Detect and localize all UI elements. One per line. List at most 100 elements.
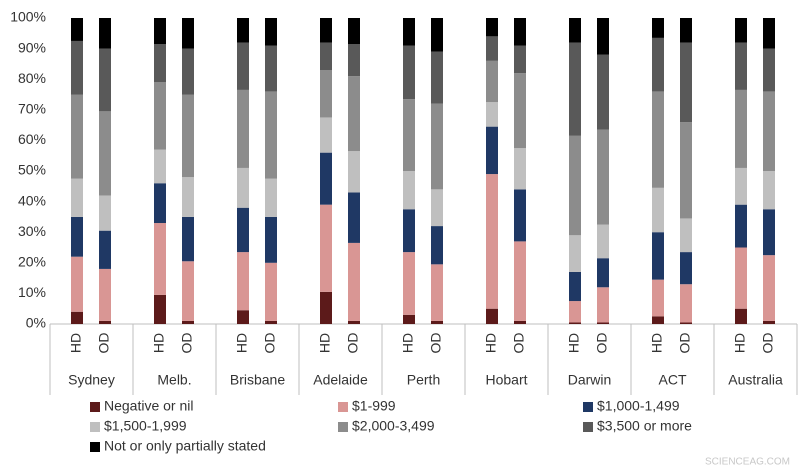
x-tick-label: OD: [760, 333, 776, 354]
bar-segment: [99, 111, 111, 196]
bar-segment: [182, 261, 194, 321]
watermark: SCIENCEAG.COM: [705, 457, 790, 468]
bar-segment: [237, 167, 249, 208]
bar-segment: [265, 262, 277, 321]
bar-segment: [182, 94, 194, 178]
bar-segment: [99, 320, 111, 324]
legend-label: $1-999: [352, 398, 396, 414]
bar-segment: [71, 216, 83, 257]
group-label: Hobart: [485, 372, 527, 388]
legend-swatch: [583, 422, 593, 432]
bar-segment: [320, 70, 332, 118]
bar-segment: [652, 18, 664, 38]
bar-segment: [680, 218, 692, 253]
bar-segment: [569, 271, 581, 302]
bar-segment: [514, 320, 526, 324]
x-tick-label: OD: [511, 333, 527, 354]
bar-segment: [403, 209, 415, 253]
bar-segment: [486, 308, 498, 324]
bar-segment: [652, 187, 664, 233]
bar-segment: [763, 91, 775, 171]
group-label: Melb.: [157, 372, 191, 388]
bar-segment: [154, 294, 166, 324]
bar-segment: [265, 18, 277, 46]
legend-label: Negative or nil: [104, 398, 194, 414]
x-tick-label: OD: [677, 333, 693, 354]
bar-segment: [320, 152, 332, 205]
y-tick-label: 40%: [18, 192, 46, 208]
bar-segment: [154, 82, 166, 150]
group-label: Sydney: [68, 372, 115, 388]
bar-segment: [348, 18, 360, 45]
x-tick-label: HD: [400, 333, 416, 353]
bar-segment: [348, 192, 360, 243]
y-tick-label: 10%: [18, 284, 46, 300]
bar-segment: [71, 256, 83, 312]
bar-segment: [237, 42, 249, 90]
bar-segment: [431, 18, 443, 52]
bar-segment: [735, 204, 747, 248]
bar-segment: [486, 126, 498, 175]
bar-segment: [431, 226, 443, 265]
bar-segment: [597, 287, 609, 323]
bar-segment: [265, 320, 277, 324]
bar-segment: [652, 316, 664, 324]
y-tick-label: 0%: [26, 315, 46, 331]
bar-segment: [514, 189, 526, 242]
bar-segment: [763, 255, 775, 321]
bar-segment: [320, 117, 332, 153]
y-tick-label: 50%: [18, 162, 46, 178]
legend-swatch: [338, 422, 348, 432]
legend-swatch: [90, 402, 100, 412]
bar-segment: [514, 241, 526, 321]
bar-segment: [348, 76, 360, 152]
bar-segment: [182, 177, 194, 217]
bar-segment: [99, 268, 111, 321]
bar-segment: [182, 216, 194, 262]
x-tick-label: HD: [68, 333, 84, 353]
bar-segment: [99, 230, 111, 269]
legend-swatch: [583, 402, 593, 412]
bar-segment: [680, 18, 692, 43]
bar-segment: [99, 195, 111, 231]
legend-label: $2,000-3,499: [352, 418, 435, 434]
y-tick-label: 30%: [18, 223, 46, 239]
bar-segment: [403, 314, 415, 324]
bar-segment: [735, 42, 747, 90]
bar-segment: [154, 18, 166, 45]
legend-label: $1,500-1,999: [104, 418, 187, 434]
group-label: Brisbane: [230, 372, 285, 388]
bar-segment: [403, 99, 415, 171]
bar-segment: [99, 48, 111, 112]
bar-segment: [680, 252, 692, 285]
legend-label: Not or only partially stated: [104, 438, 266, 454]
x-tick-label: OD: [428, 333, 444, 354]
x-tick-label: HD: [649, 333, 665, 353]
group-label: Darwin: [568, 372, 612, 388]
bar-segment: [486, 174, 498, 309]
bar-segment: [71, 178, 83, 217]
x-tick-label: OD: [594, 333, 610, 354]
bar-segment: [680, 122, 692, 219]
bar-segment: [652, 232, 664, 280]
bar-segment: [154, 44, 166, 83]
bar-segment: [486, 18, 498, 37]
bar-segment: [652, 279, 664, 317]
bar-segment: [320, 204, 332, 292]
bar-segment: [431, 189, 443, 227]
bar-segment: [680, 284, 692, 323]
y-tick-label: 90%: [18, 39, 46, 55]
y-tick-label: 70%: [18, 101, 46, 117]
bar-segment: [71, 311, 83, 324]
bar-segment: [652, 37, 664, 92]
bar-segment: [514, 18, 526, 46]
bar-segment: [735, 247, 747, 309]
bar-segment: [154, 149, 166, 184]
bar-segment: [597, 129, 609, 225]
bar-segment: [182, 18, 194, 49]
bar-segment: [348, 242, 360, 321]
bar-segment: [514, 148, 526, 190]
bar-segment: [569, 18, 581, 43]
x-tick-label: HD: [234, 333, 250, 353]
bar-segment: [320, 291, 332, 324]
